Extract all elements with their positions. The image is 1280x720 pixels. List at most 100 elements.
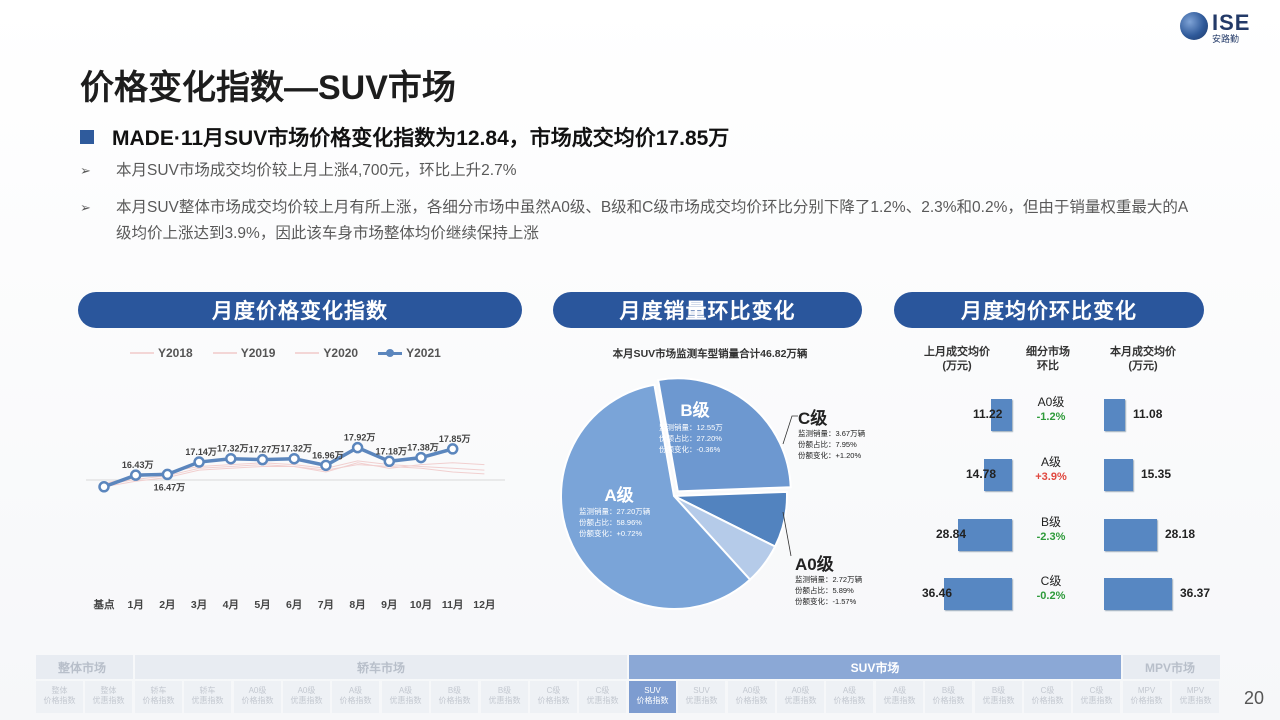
nav-cell-line1: C级 [595, 686, 610, 695]
nav-cell-line1: B级 [941, 686, 956, 695]
company-logo: ISE 安路勤 [1180, 10, 1250, 44]
nav-cell-line1: A级 [892, 686, 907, 695]
legend-item-y2020: Y2020 [295, 346, 358, 360]
data-label: 16.43万 [122, 460, 154, 470]
slice-detail-a: 监测销量：27.20万辆 [579, 506, 651, 516]
nav-cell-B级-价格指数[interactable]: B级 价格指数 [431, 681, 478, 713]
data-label: 17.32万 [217, 444, 249, 454]
data-point [383, 455, 396, 468]
prev-price-value: 14.78 [966, 467, 997, 481]
nav-cell-line2: 价格指数 [932, 696, 965, 705]
nav-cell-A级-优惠指数[interactable]: A级 优惠指数 [382, 681, 429, 713]
nav-cell-line1: C级 [1089, 686, 1104, 695]
curr-price-value: 28.18 [1165, 527, 1196, 541]
nav-cell-line1: MPV [1137, 686, 1156, 695]
nav-cell-line2: 优惠指数 [685, 696, 718, 705]
slice-label-a0: A0级 [795, 554, 834, 574]
nav-group-轿车市场[interactable]: 轿车市场 [135, 655, 627, 679]
slice-detail-a0: 监测销量：2.72万辆 [795, 574, 863, 584]
nav-cell-line2: 优惠指数 [982, 696, 1015, 705]
bottom-navigation: 整体市场 轿车市场 SUV市场 MPV市场 整体 价格指数 整体 优惠指数 轿车 价格指数 轿车 优惠… [36, 655, 1222, 715]
nav-cell-整体-价格指数[interactable]: 整体 价格指数 [36, 681, 83, 713]
nav-cell-C级-价格指数[interactable]: C级 价格指数 [530, 681, 577, 713]
nav-cell-MPV-价格指数[interactable]: MPV 价格指数 [1123, 681, 1170, 713]
nav-cell-A级-优惠指数[interactable]: A级 优惠指数 [876, 681, 923, 713]
segment-name: C级 [1040, 574, 1062, 588]
nav-cell-A0级-优惠指数[interactable]: A0级 优惠指数 [283, 681, 330, 713]
x-tick-label: 7月 [318, 599, 334, 611]
nav-cell-A0级-价格指数[interactable]: A0级 价格指数 [728, 681, 775, 713]
segment-name: A级 [1040, 455, 1061, 469]
nav-cell-line2: 价格指数 [735, 696, 768, 705]
nav-cell-整体-优惠指数[interactable]: 整体 优惠指数 [85, 681, 132, 713]
nav-cell-line1: A0级 [248, 686, 267, 695]
nav-cell-SUV-优惠指数[interactable]: SUV 优惠指数 [678, 681, 725, 713]
curr-price-bar [1104, 578, 1172, 610]
segment-cell: B级 -2.3% [1026, 515, 1076, 545]
nav-group-SUV市场[interactable]: SUV市场 [629, 655, 1121, 679]
nav-cell-line2: 价格指数 [43, 696, 76, 705]
arrow-bullet-icon: ➢ [80, 163, 91, 178]
nav-cell-MPV-优惠指数[interactable]: MPV 优惠指数 [1172, 681, 1219, 713]
x-tick-label: 5月 [254, 599, 270, 611]
slice-detail-a: 份额变化：+0.72% [579, 528, 642, 538]
data-point [256, 453, 269, 466]
nav-cell-A0级-优惠指数[interactable]: A0级 优惠指数 [777, 681, 824, 713]
data-point [98, 481, 110, 493]
nav-cell-line1: A0级 [791, 686, 810, 695]
leader-line-c [782, 415, 798, 445]
nav-cell-line2: 优惠指数 [389, 696, 422, 705]
x-tick-label: 11月 [442, 599, 464, 611]
x-tick-label: 6月 [286, 599, 302, 611]
nav-cell-轿车-优惠指数[interactable]: 轿车 优惠指数 [184, 681, 231, 713]
slice-detail-a: 份额占比：58.96% [579, 517, 642, 527]
nav-cell-line1: SUV [644, 686, 661, 695]
nav-cell-line1: 整体 [51, 686, 68, 695]
nav-cell-B级-优惠指数[interactable]: B级 优惠指数 [975, 681, 1022, 713]
nav-cell-C级-价格指数[interactable]: C级 价格指数 [1024, 681, 1071, 713]
nav-cell-line2: 优惠指数 [1080, 696, 1113, 705]
nav-cell-B级-价格指数[interactable]: B级 价格指数 [925, 681, 972, 713]
x-tick-label: 1月 [128, 599, 144, 611]
pie-chart-title: 本月SUV市场监测车型销量合计46.82万辆 [612, 348, 808, 360]
x-tick-label: 8月 [349, 599, 365, 611]
nav-cell-line1: A0级 [297, 686, 316, 695]
data-label: 17.18万 [376, 446, 408, 456]
nav-cell-轿车-价格指数[interactable]: 轿车 价格指数 [135, 681, 182, 713]
nav-cell-line2: 价格指数 [1031, 696, 1064, 705]
nav-cell-A级-价格指数[interactable]: A级 价格指数 [332, 681, 379, 713]
segment-change: -2.3% [1036, 531, 1066, 543]
nav-cell-line2: 优惠指数 [1179, 696, 1212, 705]
segment-change: -1.2% [1036, 411, 1066, 423]
nav-cell-line2: 优惠指数 [92, 696, 125, 705]
nav-cell-A级-价格指数[interactable]: A级 价格指数 [826, 681, 873, 713]
page-number: 20 [1243, 688, 1264, 708]
data-label: 17.85万 [439, 434, 471, 444]
nav-cell-SUV-价格指数[interactable]: SUV 价格指数 [629, 681, 676, 713]
prev-price-value: 36.46 [922, 586, 953, 600]
nav-cell-A0级-价格指数[interactable]: A0级 价格指数 [234, 681, 281, 713]
nav-cell-line1: B级 [497, 686, 512, 695]
nav-cell-C级-优惠指数[interactable]: C级 优惠指数 [1073, 681, 1120, 713]
legend-label: Y2021 [406, 346, 441, 360]
nav-cell-line1: A级 [398, 686, 413, 695]
bullet-1: ➢ 本月SUV市场成交均价较上月上涨4,700元，环比上升2.7% [80, 158, 517, 184]
nav-group-MPV市场[interactable]: MPV市场 [1123, 655, 1220, 679]
headline-text: MADE·11月SUV市场价格变化指数为12.84，市场成交均价17.85万 [112, 127, 730, 150]
curr-price-value: 15.35 [1141, 467, 1172, 481]
curr-price-value: 11.08 [1133, 407, 1163, 421]
data-point [351, 441, 364, 454]
slice-detail-b: 监测销量：12.55万 [659, 422, 723, 432]
nav-cell-B级-优惠指数[interactable]: B级 优惠指数 [481, 681, 528, 713]
nav-cell-C级-优惠指数[interactable]: C级 优惠指数 [579, 681, 626, 713]
slice-detail-b: 份额占比：27.20% [659, 433, 722, 443]
nav-group-整体市场[interactable]: 整体市场 [36, 655, 133, 679]
nav-cell-line1: 轿车 [150, 686, 167, 695]
x-tick-label: 4月 [223, 599, 239, 611]
data-point [129, 469, 142, 481]
segment-name: A0级 [1037, 395, 1065, 409]
legend-label: Y2018 [158, 346, 193, 360]
prev-price-bar [991, 399, 1012, 431]
nav-cell-line1: A级 [842, 686, 857, 695]
